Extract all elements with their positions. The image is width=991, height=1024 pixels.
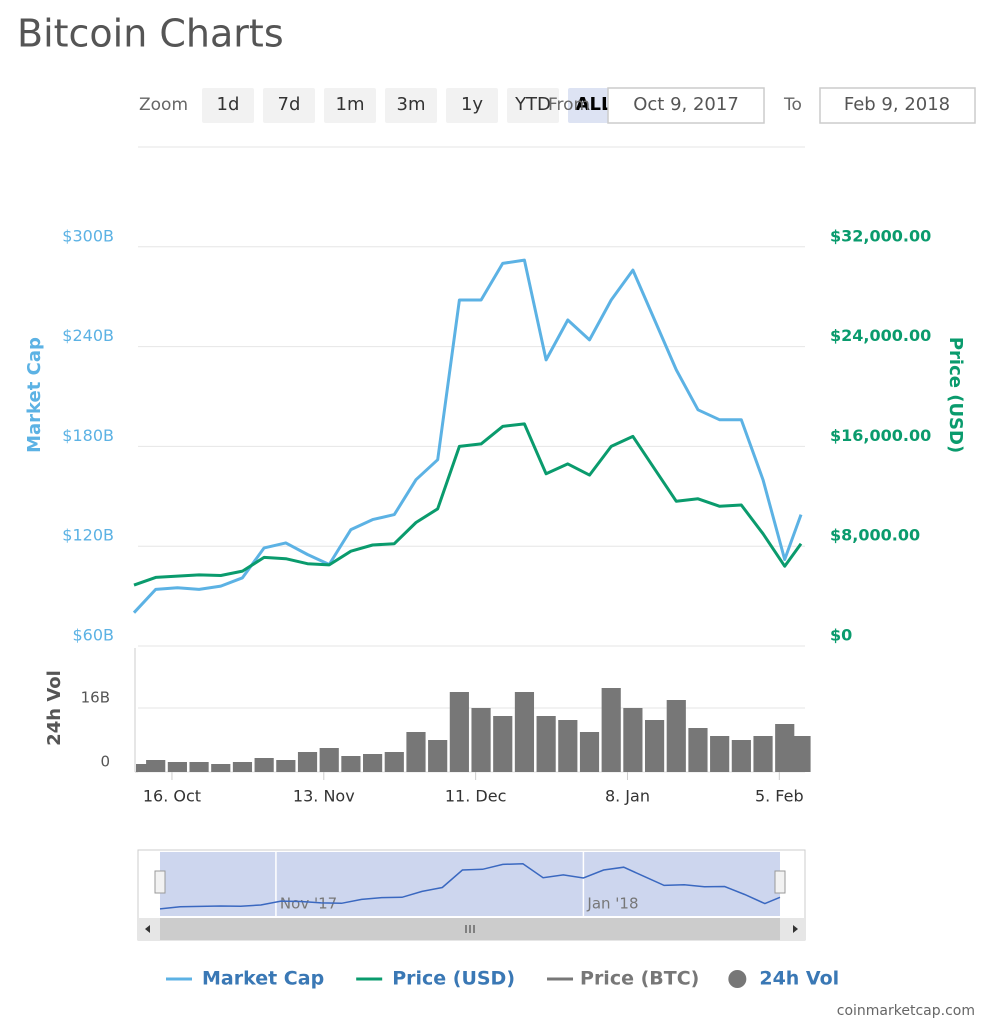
legend-label: 24h Vol (759, 968, 839, 990)
volume-bar (136, 764, 156, 772)
volume-bar (384, 752, 404, 772)
zoom-button-label: ALL (576, 94, 613, 115)
volume-bar (753, 736, 773, 772)
volume-bar (189, 762, 209, 772)
volume-bar (688, 728, 708, 772)
volume-bar (791, 736, 811, 772)
zoom-label: Zoom (139, 95, 188, 115)
volume-bar (493, 716, 513, 772)
volume-bar (428, 740, 448, 772)
x-tick-label: 16. Oct (143, 787, 201, 806)
scroll-left-arrow[interactable] (145, 925, 150, 933)
volume-axis-title: 24h Vol (44, 670, 65, 746)
volume-bar (297, 752, 318, 772)
credit: coinmarketcap.com (837, 1003, 975, 1019)
zoom-buttons: 1d 7d 1m 3m 1y YTD ALL (202, 88, 620, 123)
y-axis-title: Market Cap (24, 337, 45, 453)
zoom-button[interactable]: 3m (385, 88, 437, 123)
zoom-button[interactable]: 1m (324, 88, 376, 123)
y2-tick-label: $0 (830, 626, 852, 645)
zoom-button[interactable]: YTD (507, 88, 559, 123)
x-tick-label: 13. Nov (293, 787, 355, 806)
scrollbar-grip (465, 925, 475, 933)
volume-bar (558, 720, 578, 772)
y-tick-label: 0 (100, 753, 110, 771)
volume-bar (514, 692, 535, 772)
legend-item[interactable]: 24h Vol (728, 968, 839, 990)
zoom-button-label: 7d (278, 94, 301, 115)
legend-item[interactable]: Market Cap (166, 968, 324, 990)
zoom-button-label: 1d (217, 94, 240, 115)
volume-bar (167, 762, 187, 772)
volume-bar (146, 760, 166, 772)
volume-bar (666, 700, 686, 772)
navigator-label: Jan '18 (586, 895, 638, 913)
navigator-selection[interactable] (160, 852, 780, 916)
series-line (132, 258, 803, 614)
volume-bar (254, 758, 274, 772)
legend-label: Market Cap (202, 968, 324, 990)
legend-label: Price (BTC) (580, 968, 699, 990)
scroll-right-arrow[interactable] (793, 925, 798, 933)
zoom-button-label: YTD (514, 94, 551, 115)
volume-bar (406, 732, 426, 772)
legend-swatch (728, 970, 747, 988)
y2-tick-label: $8,000.00 (830, 526, 920, 545)
from-input[interactable]: Oct 9, 2017 (607, 87, 765, 124)
volume-bar (363, 754, 383, 772)
series-line (133, 422, 803, 587)
volume-bar (319, 748, 339, 772)
navigator-handle[interactable] (154, 870, 166, 894)
volume-bar (341, 756, 361, 772)
y2-axis-title: Price (USD) (945, 337, 966, 453)
from-date: Oct 9, 2017 (633, 94, 739, 115)
legend-label: Price (USD) (392, 968, 515, 990)
volume-bar (471, 708, 491, 772)
volume-bar (775, 724, 795, 772)
volume-bar (276, 760, 296, 772)
volume-bar (449, 692, 469, 772)
x-tick-label: 5. Feb (755, 787, 804, 806)
navigator-line (159, 862, 781, 910)
volume-bar (601, 688, 621, 772)
y2-tick-label: $32,000.00 (830, 226, 931, 245)
volume-bar (536, 716, 556, 772)
zoom-button-label: 1m (336, 94, 365, 115)
navigator-handle[interactable] (774, 870, 786, 894)
x-tick-label: 8. Jan (605, 787, 650, 806)
volume-bar (710, 736, 730, 772)
zoom-button-label: 1y (461, 94, 483, 115)
zoom-button[interactable]: 1y (446, 88, 498, 123)
zoom-button-label: 3m (397, 94, 426, 115)
zoom-button[interactable]: 1d (202, 88, 254, 123)
volume-bar (579, 732, 600, 772)
zoom-button[interactable]: ALL (568, 88, 620, 123)
to-input[interactable]: Feb 9, 2018 (819, 87, 976, 124)
legend-item[interactable]: Price (BTC) (547, 968, 699, 990)
volume-bar (623, 708, 643, 772)
navigator-label: Nov '17 (280, 895, 337, 913)
to-label: To (783, 95, 802, 115)
page-title: Bitcoin Charts (17, 12, 284, 56)
zoom-button[interactable]: 7d (263, 88, 315, 123)
legend: Market Cap Price (USD) Price (BTC) 24h Vol (166, 968, 839, 990)
y-tick-label: $300B (62, 226, 114, 245)
y-tick-label: 16B (81, 689, 110, 707)
to-date: Feb 9, 2018 (844, 94, 950, 115)
y2-tick-label: $16,000.00 (830, 426, 931, 445)
y-tick-label: $240B (62, 326, 114, 345)
y2-tick-label: $24,000.00 (830, 326, 931, 345)
volume-bar (211, 764, 231, 772)
volume-bar (731, 740, 751, 772)
y-tick-label: $60B (72, 626, 114, 645)
volume-bar (644, 720, 665, 772)
y-tick-label: $180B (62, 426, 114, 445)
volume-bar (232, 762, 253, 772)
x-tick-label: 11. Dec (445, 787, 507, 806)
from-label: From (548, 95, 590, 115)
y-tick-label: $120B (62, 526, 114, 545)
legend-item[interactable]: Price (USD) (356, 968, 515, 990)
